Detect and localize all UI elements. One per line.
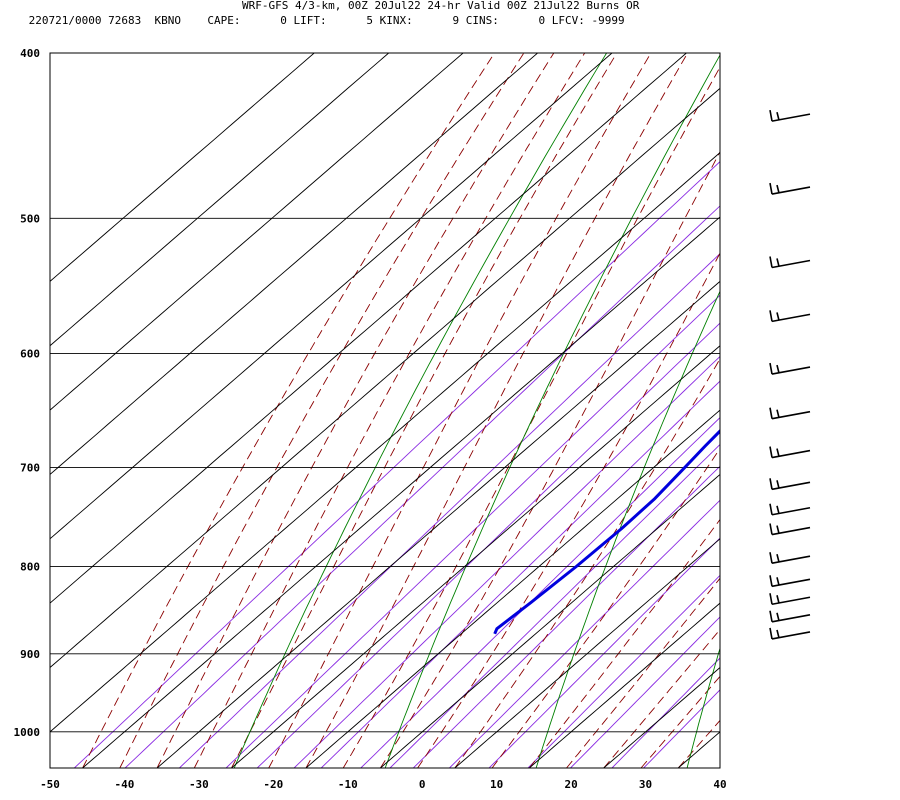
mixing-ratio-line xyxy=(124,205,720,768)
isotherm-line xyxy=(50,53,538,476)
station-info-line: 220721/0000 72683 KBNO CAPE: 0 LIFT: 5 K… xyxy=(22,14,625,27)
y-tick-label: 1000 xyxy=(14,726,41,739)
wind-barb xyxy=(769,362,811,375)
isotherm-line xyxy=(50,87,720,669)
isotherm-line xyxy=(50,53,687,604)
mixing-ratio-line xyxy=(360,416,720,768)
x-tick-label: -40 xyxy=(115,778,135,791)
moist-adiabat-line xyxy=(119,53,525,768)
moist-adiabat-line xyxy=(82,53,495,768)
moist-adiabat-line xyxy=(305,53,688,768)
x-tick-label: 0 xyxy=(419,778,426,791)
y-tick-label: 900 xyxy=(20,648,40,661)
isotherm-line xyxy=(305,409,720,768)
x-tick-label: -30 xyxy=(189,778,209,791)
dry-adiabat-line xyxy=(384,54,720,768)
moist-adiabat-line xyxy=(528,518,720,768)
wind-barb xyxy=(769,182,811,195)
wind-barb xyxy=(769,256,811,269)
dewpoint-trace xyxy=(493,428,720,635)
x-tick-labels: -50 -40 -30 -20 -10 0 10 20 30 40 xyxy=(40,778,727,791)
x-tick-label: 40 xyxy=(713,778,726,791)
y-tick-label: 800 xyxy=(20,561,40,574)
y-tick-label: 600 xyxy=(20,347,40,360)
dry-adiabats xyxy=(233,53,900,768)
wind-barb xyxy=(769,478,811,491)
moist-adiabat-line xyxy=(454,357,720,768)
isotherm-line xyxy=(50,53,613,540)
isotherm-line xyxy=(231,345,720,768)
mixing-ratio-line xyxy=(527,574,720,768)
mixing-ratio-line xyxy=(293,355,720,768)
x-tick-label: -20 xyxy=(263,778,283,791)
moist-adiabat-line xyxy=(603,628,720,768)
isotherm-line xyxy=(50,53,315,282)
wind-barb xyxy=(769,627,811,640)
sounding-traces xyxy=(493,103,859,635)
mixing-ratio-line xyxy=(643,689,720,768)
wind-barb xyxy=(769,552,811,564)
moist-adiabat-line xyxy=(231,53,618,768)
temperature-trace xyxy=(768,103,859,634)
wind-barb xyxy=(769,446,811,459)
dry-adiabat-line xyxy=(686,646,720,768)
chart-title: WRF-GFS 4/3-km, 00Z 20Jul22 24-hr Valid … xyxy=(242,0,640,12)
mixing-ratio-line xyxy=(73,160,720,768)
dry-adiabat-line xyxy=(233,53,607,768)
moist-adiabat-line xyxy=(156,53,555,768)
dry-adiabat-line xyxy=(535,290,720,768)
isotherm-isobar-grid xyxy=(50,52,720,768)
mixing-ratio-line xyxy=(389,443,720,768)
wind-barb xyxy=(769,593,811,606)
x-tick-label: -10 xyxy=(338,778,358,791)
mixing-ratio-line xyxy=(611,657,720,768)
moist-adiabat-line xyxy=(640,675,720,768)
wind-barb xyxy=(769,407,811,420)
mixing-ratio-line xyxy=(256,322,720,768)
y-tick-label: 400 xyxy=(20,47,40,60)
mixing-ratio-line xyxy=(320,380,720,768)
mixing-ratio-line xyxy=(412,465,720,768)
wind-barb xyxy=(769,503,811,516)
mixing-ratio-line xyxy=(570,616,720,768)
wind-barb xyxy=(769,610,811,623)
plot-frame xyxy=(49,52,721,769)
y-tick-label: 700 xyxy=(20,462,40,475)
moist-adiabat-line xyxy=(342,66,720,768)
mixing-ratio-line xyxy=(225,294,720,768)
x-tick-label: 10 xyxy=(490,778,503,791)
isotherm-line xyxy=(454,538,720,768)
wind-barbs xyxy=(769,110,811,640)
isotherm-line xyxy=(529,602,720,768)
moist-adiabat-line xyxy=(193,53,586,768)
moist-adiabat-line xyxy=(566,577,720,768)
wind-barb xyxy=(769,310,811,323)
isotherm-line xyxy=(82,216,720,768)
mixing-ratio-line xyxy=(488,537,720,768)
isotherm-line xyxy=(50,53,464,411)
mixing-ratio-lines xyxy=(73,160,720,768)
moist-adiabats xyxy=(82,53,720,768)
moist-adiabat-line xyxy=(268,53,652,768)
isotherm-line xyxy=(50,53,389,347)
y-tick-label: 500 xyxy=(20,212,40,225)
isotherm-line xyxy=(380,473,720,768)
x-tick-label: 20 xyxy=(564,778,577,791)
isotherm-line xyxy=(50,152,720,733)
wind-barb xyxy=(769,523,811,536)
moist-adiabat-line xyxy=(491,447,720,768)
dry-adiabat-line xyxy=(838,53,900,768)
isotherm-line xyxy=(156,280,720,768)
moist-adiabat-line xyxy=(417,252,720,768)
wind-barb xyxy=(769,110,811,122)
isotherm-line xyxy=(603,666,720,768)
y-tick-labels: 400 500 600 700 800 900 1000 xyxy=(14,47,41,739)
mixing-ratio-line xyxy=(179,253,720,768)
x-tick-label: 30 xyxy=(639,778,652,791)
x-tick-label: -50 xyxy=(40,778,60,791)
moist-adiabat-line xyxy=(380,150,720,768)
wind-barb xyxy=(769,575,811,588)
mixing-ratio-line xyxy=(449,499,720,768)
